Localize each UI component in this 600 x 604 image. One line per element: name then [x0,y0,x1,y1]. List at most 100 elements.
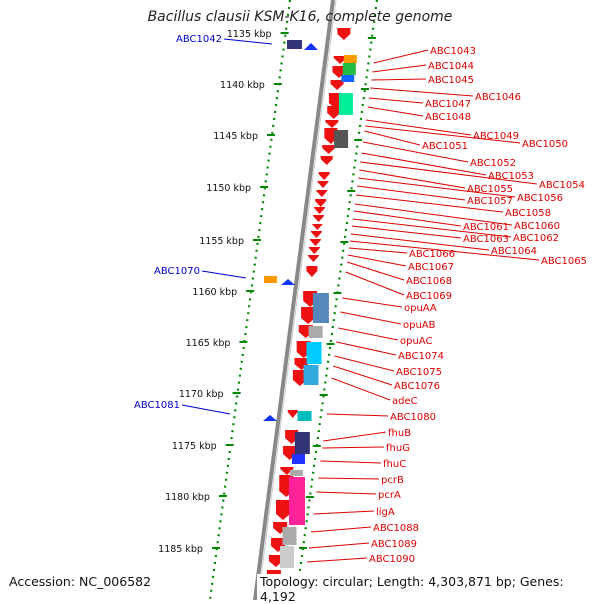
gene-label-leader [338,327,399,341]
gene-feature-box [341,75,355,82]
gene-feature-box [303,365,319,385]
gene-arrow [315,199,327,207]
gene-label-leader [333,365,393,386]
gene-label: ABC1063 [463,234,509,245]
gene-label: ABC1046 [475,92,521,103]
gene-label-leader [316,491,377,495]
gene-label: pcrA [378,490,401,501]
gene-feature-box [294,432,310,454]
gene-label: opuAA [404,303,437,314]
gene-label-leader [360,161,538,185]
topology-label: Topology: circular; Length: 4,303,871 bp… [257,574,600,604]
gene-label: ABC1067 [408,262,454,273]
gene-label-leader [347,254,407,267]
genome-title: Bacillus clausii KSM-K16, complete genom… [147,9,453,25]
scale-tick-label: 1165 kbp [186,338,231,349]
gene-feature-box [306,342,322,364]
gene-label-leader [336,341,397,356]
gene-label-leader [371,78,427,81]
gene-arrow [281,279,295,285]
gene-label-leader [365,125,521,144]
gene-label: adeC [392,396,418,407]
gene-arrow [322,145,336,154]
gene-arrow [263,415,277,421]
gene-label: ABC1080 [390,412,436,423]
gene-arrow [328,93,342,109]
gene-arrow [268,555,283,567]
gene-label: ligA [376,507,395,518]
gene-feature-box [342,63,356,75]
gene-feature-box [312,293,329,323]
gene-label: ABC1043 [430,46,476,57]
gene-arrow [313,215,325,222]
gene-label-leader [372,64,427,73]
gene-label: ABC1057 [467,196,513,207]
scale-tick-label: 1175 kbp [172,441,217,452]
gene-label: ABC1068 [406,276,452,287]
gene-label-leader [351,225,462,239]
gene-arrow [318,172,330,180]
gene-arrow [317,181,329,188]
gene-label-leader [331,377,391,401]
gene-label: ABC1074 [398,351,444,362]
gene-label: ABC1060 [514,221,560,232]
gene-label: ABC1056 [517,193,563,204]
gene-label-leader [352,218,512,238]
gene-arrow [304,43,318,50]
gene-feature-box [280,546,295,568]
gene-label-leader [223,38,273,45]
gene-feature-box [291,454,305,464]
gene-feature-box [288,477,305,525]
gene-label: ABC1047 [425,99,471,110]
gene-label: opuAC [400,336,432,347]
gene-label: ABC1051 [422,141,468,152]
gene-label-leader [365,119,472,136]
gene-arrow [325,120,339,128]
gene-label: ABC1055 [467,184,513,195]
scale-tick-label: 1170 kbp [179,389,224,400]
gene-label-leader [370,87,474,97]
gene-feature-box [297,411,312,421]
gene-arrow [276,500,290,520]
gene-label: ABC1049 [473,131,519,142]
gene-label: ABC1070 [154,266,200,277]
scale-tick-label: 1150 kbp [206,183,251,194]
gene-label: ABC1048 [425,112,471,123]
scale-tick-label: 1135 kbp [227,29,272,40]
scale-tick-label: 1160 kbp [192,287,237,298]
gene-label: pcrB [381,475,404,486]
gene-label-leader [367,106,424,117]
gene-label-leader [181,404,231,415]
gene-label-leader [373,49,429,64]
gene-arrow [337,28,351,40]
gene-label: ABC1058 [505,208,551,219]
accession-label: Accession: NC_006582 [6,574,155,589]
gene-label-leader [353,210,462,227]
gene-label-leader [350,233,490,251]
gene-label: fhuB [388,428,411,439]
gene-label-leader [201,270,247,279]
gene-arrow [327,106,341,119]
scale-tick-label: 1180 kbp [165,492,210,503]
scale-dotted-line [208,0,292,600]
gene-label-leader [308,542,370,549]
gene-label-leader [311,526,372,533]
gene-label-leader [368,97,424,104]
gene-arrow [320,156,333,165]
gene-label: ABC1081 [134,400,180,411]
gene-label: opuAB [403,320,436,331]
gene-label: ABC1089 [371,539,417,550]
gene-label: ABC1075 [396,367,442,378]
gene-label-leader [322,446,385,449]
gene-label-leader [361,152,487,176]
gene-label-leader [357,185,466,201]
gene-label: ABC1062 [513,233,559,244]
gene-label-leader [323,431,387,442]
gene-label-leader [334,355,395,372]
gene-arrow [301,307,316,324]
gene-label: ABC1045 [428,75,474,86]
gene-feature-box [264,276,277,283]
gene-label-leader [345,271,405,296]
gene-label-leader [313,510,375,515]
